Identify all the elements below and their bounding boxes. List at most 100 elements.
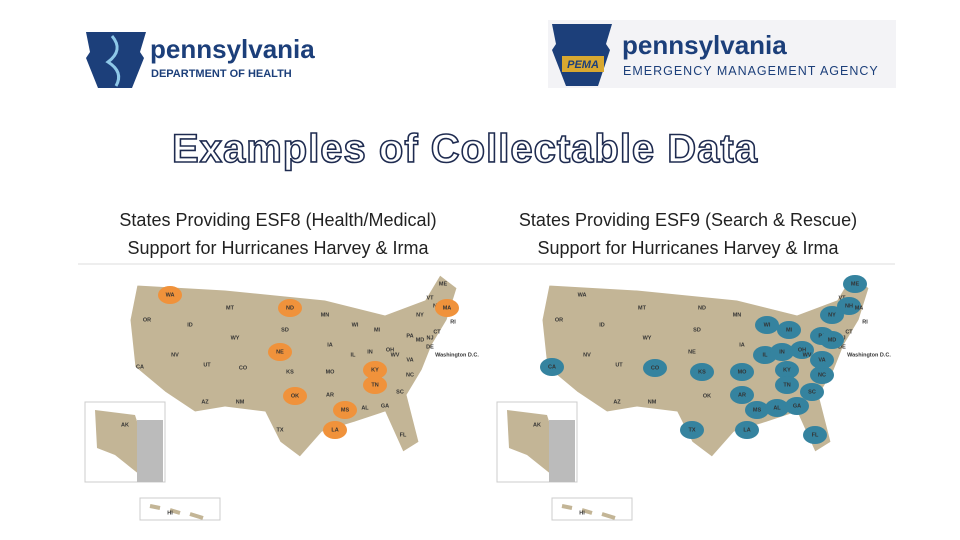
highlighted-state bbox=[790, 341, 814, 359]
state-label: MI bbox=[786, 327, 793, 333]
state-label: MT bbox=[226, 305, 235, 311]
state-label: MD bbox=[828, 337, 837, 343]
state-label: LA bbox=[331, 427, 338, 433]
state-label: AZ bbox=[201, 399, 209, 405]
state-label: NE bbox=[688, 349, 696, 355]
highlighted-state bbox=[363, 376, 387, 394]
highlighted-state bbox=[363, 361, 387, 379]
map-caption: Support for Hurricanes Harvey & Irma bbox=[537, 238, 839, 258]
map-caption: Support for Hurricanes Harvey & Irma bbox=[127, 238, 429, 258]
state-label: NC bbox=[406, 372, 414, 378]
state-label: DE bbox=[838, 344, 846, 350]
state-label: NM bbox=[648, 399, 657, 405]
state-label: NY bbox=[828, 312, 836, 318]
state-label: RI bbox=[862, 319, 868, 325]
state-label: WV bbox=[391, 352, 400, 358]
title: Examples of Collectable Data bbox=[172, 127, 758, 171]
keystone bbox=[86, 32, 146, 88]
logo-badge: PEMA bbox=[567, 59, 599, 71]
highlighted-state bbox=[843, 275, 867, 293]
state-label: CA bbox=[548, 364, 556, 370]
highlighted-state bbox=[770, 343, 794, 361]
logo-name: pennsylvania bbox=[622, 30, 787, 60]
state-label: HI bbox=[167, 510, 173, 516]
highlighted-state bbox=[730, 363, 754, 381]
state-label: NJ bbox=[426, 335, 433, 341]
highlighted-state bbox=[323, 421, 347, 439]
state-label: GA bbox=[793, 403, 801, 409]
state-label: UT bbox=[203, 362, 211, 368]
state-label: TN bbox=[783, 382, 790, 388]
state-label: WA bbox=[578, 292, 587, 298]
highlighted-state bbox=[777, 321, 801, 339]
state-label: RI bbox=[450, 319, 456, 325]
state-label: AR bbox=[326, 392, 334, 398]
state-label: AL bbox=[773, 405, 781, 411]
state-label: AZ bbox=[613, 399, 621, 405]
state-label: MS bbox=[341, 407, 350, 413]
state-label: NY bbox=[416, 312, 424, 318]
state-label: WY bbox=[231, 335, 240, 341]
logo-subtitle: EMERGENCY MANAGEMENT AGENCY bbox=[623, 64, 879, 78]
highlighted-state bbox=[800, 383, 824, 401]
state-label: UT bbox=[615, 362, 623, 368]
state-label: MN bbox=[321, 312, 330, 318]
state-label: NH bbox=[845, 303, 853, 309]
state-label: ND bbox=[698, 305, 706, 311]
highlighted-state bbox=[745, 401, 769, 419]
highlighted-state bbox=[643, 359, 667, 377]
state-label: IL bbox=[763, 352, 769, 358]
highlighted-state bbox=[820, 306, 844, 324]
state-label: ME bbox=[439, 281, 448, 287]
hawaii bbox=[561, 504, 616, 520]
state-label: OK bbox=[291, 393, 299, 399]
map-caption: States Providing ESF8 (Health/Medical) bbox=[119, 210, 436, 230]
hawaii-inset bbox=[551, 497, 633, 521]
highlighted-state bbox=[680, 421, 704, 439]
state-label: IA bbox=[739, 342, 745, 348]
pema-logo: PEMA pennsylvania EMERGENCY MANAGEMENT A… bbox=[548, 20, 896, 88]
state-label: ND bbox=[286, 305, 294, 311]
highlighted-state bbox=[268, 343, 292, 361]
highlighted-state bbox=[803, 426, 827, 444]
highlighted-state bbox=[435, 299, 459, 317]
state-label: MS bbox=[753, 407, 762, 413]
state-label: ID bbox=[599, 322, 605, 328]
state-label: IN bbox=[367, 349, 373, 355]
logo-subtitle: DEPARTMENT OF HEALTH bbox=[151, 68, 292, 80]
state-label: WY bbox=[643, 335, 652, 341]
state-label: GA bbox=[381, 403, 389, 409]
state-label: CT bbox=[845, 329, 853, 335]
state-label: MA bbox=[443, 305, 452, 311]
highlighted-state bbox=[837, 297, 861, 315]
state-label: WA bbox=[166, 292, 175, 298]
canada-gray bbox=[549, 420, 575, 482]
state-label: WI bbox=[764, 322, 771, 328]
state-label: NV bbox=[583, 352, 591, 358]
state-label: SC bbox=[808, 389, 816, 395]
state-label: MN bbox=[733, 312, 742, 318]
state-label: VT bbox=[838, 295, 846, 301]
state-label: LA bbox=[743, 427, 750, 433]
highlighted-state bbox=[735, 421, 759, 439]
highlighted-state bbox=[775, 376, 799, 394]
state-label: OH bbox=[386, 347, 394, 353]
state-label: KS bbox=[698, 369, 706, 375]
state-label: WV bbox=[803, 352, 812, 358]
badge-bg bbox=[562, 56, 604, 72]
state-label: SC bbox=[396, 389, 404, 395]
state-label: VA bbox=[818, 357, 825, 363]
map-caption: States Providing ESF9 (Search & Rescue) bbox=[519, 210, 857, 230]
state-label: OR bbox=[143, 317, 151, 323]
state-label: AK bbox=[533, 422, 541, 428]
state-label: TX bbox=[276, 427, 283, 433]
state-label: HI bbox=[579, 510, 585, 516]
highlighted-state bbox=[730, 386, 754, 404]
state-label: Washington D.C. bbox=[847, 352, 891, 358]
state-label: SD bbox=[693, 327, 701, 333]
state-label: VT bbox=[426, 295, 434, 301]
state-label: OH bbox=[798, 347, 806, 353]
caduceus bbox=[105, 35, 121, 87]
state-label: Washington D.C. bbox=[435, 352, 479, 358]
